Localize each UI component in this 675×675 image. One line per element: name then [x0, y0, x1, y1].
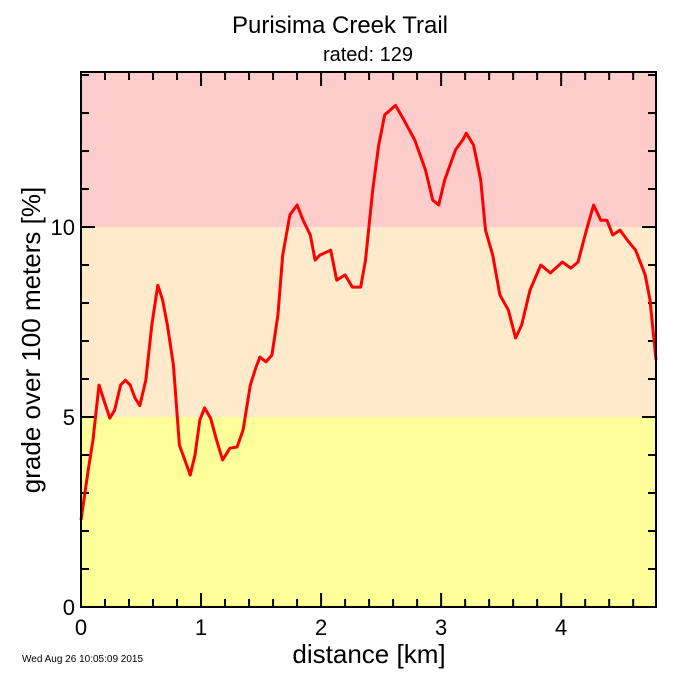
timestamp: Wed Aug 26 10:05:09 2015	[22, 654, 143, 665]
y-axis-label: grade over 100 meters [%]	[16, 187, 46, 493]
y-tick-label: 5	[63, 405, 75, 430]
x-tick-label: 2	[315, 615, 327, 640]
series-line	[79, 103, 658, 521]
x-tick-label: 3	[435, 615, 447, 640]
grade-band-2	[81, 72, 656, 228]
x-tick-label: 4	[555, 615, 567, 640]
x-tick-label: 1	[195, 615, 207, 640]
plot-frame	[80, 71, 657, 608]
grade-band-0	[81, 417, 656, 607]
y-tick-label: 10	[51, 215, 75, 240]
grade-band-1	[81, 227, 656, 418]
chart-subtitle: rated: 129	[323, 44, 413, 66]
y-tick-label: 0	[63, 595, 75, 620]
x-axis-label: distance [km]	[292, 639, 445, 669]
chart-title: Purisima Creek Trail	[232, 12, 448, 39]
x-tick-label: 0	[75, 615, 87, 640]
